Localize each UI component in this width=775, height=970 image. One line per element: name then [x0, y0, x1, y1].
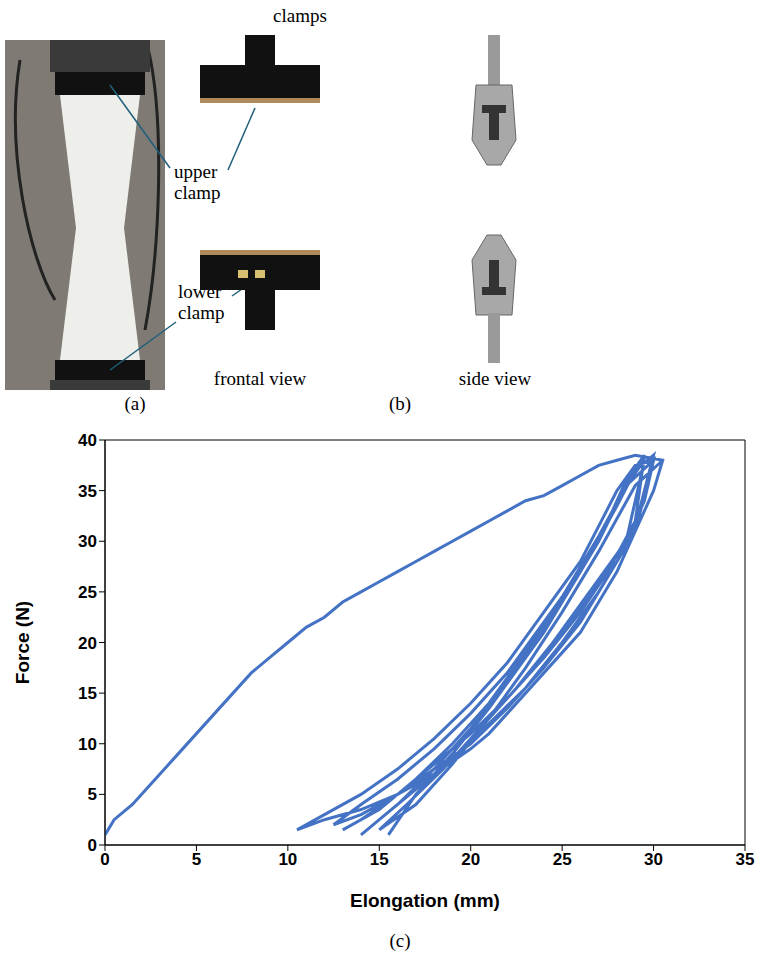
svg-text:15: 15	[78, 684, 97, 703]
svg-text:25: 25	[553, 850, 572, 869]
svg-text:Force (N): Force (N)	[12, 601, 33, 684]
svg-text:10: 10	[78, 735, 97, 754]
svg-text:40: 40	[78, 431, 97, 450]
svg-text:35: 35	[736, 850, 755, 869]
html-text:clamp: clamp	[178, 301, 225, 323]
svg-text:15: 15	[370, 850, 389, 869]
svg-text:clamps: clamps	[273, 5, 327, 26]
svg-text:25: 25	[78, 583, 97, 602]
svg-text:frontal view: frontal view	[214, 368, 307, 389]
svg-text:upperclamp: upperclamp	[174, 161, 220, 203]
svg-text:30: 30	[78, 532, 97, 551]
svg-text:5: 5	[88, 785, 97, 804]
svg-text:(b): (b)	[389, 393, 411, 415]
svg-text:20: 20	[461, 850, 480, 869]
html-text:(c): (c)	[389, 930, 411, 951]
svg-text:10: 10	[278, 850, 297, 869]
html-text:lower: lower	[178, 281, 222, 302]
svg-text:0: 0	[100, 850, 109, 869]
svg-text:(a): (a)	[124, 393, 145, 415]
svg-text:35: 35	[78, 482, 97, 501]
svg-text:Elongation (mm): Elongation (mm)	[350, 890, 500, 911]
svg-text:5: 5	[192, 850, 201, 869]
svg-text:30: 30	[644, 850, 663, 869]
svg-text:0: 0	[88, 836, 97, 855]
svg-text:side view: side view	[459, 368, 532, 389]
svg-text:20: 20	[78, 634, 97, 653]
